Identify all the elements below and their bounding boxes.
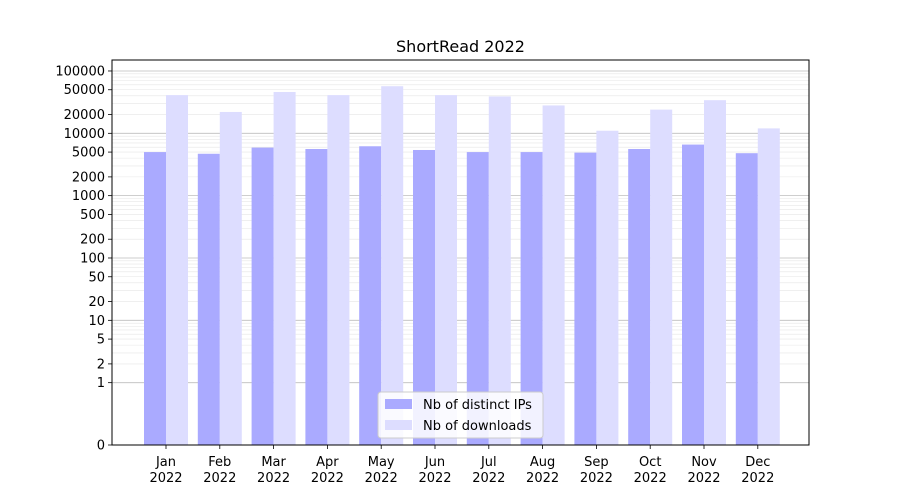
x-tick-month: Mar [261,455,286,470]
x-tick-month: Apr [316,455,339,470]
x-tick-year: 2022 [634,471,667,486]
x-tick-month: Jul [480,455,497,470]
x-tick-month: Jun [424,455,445,470]
bar-distinct-ips-may [359,146,382,445]
x-tick-label: Aug 2022 [526,455,559,486]
bar-distinct-ips-sep [574,152,597,445]
y-tick-label: 1000 [72,189,105,204]
legend-swatch [385,399,412,409]
x-tick-label: Oct 2022 [634,455,667,486]
x-tick-label: Dec 2022 [741,455,774,486]
bar-downloads-jun [435,95,457,445]
x-tick-month: May [368,455,395,470]
x-tick-label: Jul 2022 [472,455,505,486]
bar-distinct-ips-apr [305,149,328,446]
y-tick-label: 100 [80,251,105,266]
x-tick-label: Apr 2022 [311,455,344,486]
y-tick-label: 5000 [72,146,105,161]
x-tick-label: May 2022 [365,455,398,486]
y-tick-label: 200 [80,233,105,248]
x-tick-label: Mar 2022 [257,455,290,486]
bar-distinct-ips-mar [251,147,274,445]
legend: Nb of distinct IPs Nb of downloads [377,391,544,439]
y-tick-label: 100000 [55,64,105,79]
bar-distinct-ips-dec [735,153,758,446]
legend-label: Nb of distinct IPs [423,398,532,413]
x-tick-month: Dec [745,455,770,470]
x-tick-year: 2022 [580,471,613,486]
bar-downloads-nov [704,100,726,446]
bar-downloads-jan [166,95,188,445]
legend-box [377,391,544,439]
y-tick-label: 20 [88,295,105,310]
y-tick-label: 10000 [64,127,105,142]
y-tick-label: 5 [97,333,105,348]
x-tick-year: 2022 [311,471,344,486]
bar-downloads-aug [542,105,565,445]
bar-downloads-oct [650,109,673,445]
legend-swatch [385,420,412,430]
x-tick-year: 2022 [257,471,290,486]
x-tick-month: Jan [155,455,176,470]
y-tick-label: 50000 [64,83,105,98]
y-tick-label: 50 [88,270,105,285]
x-tick-year: 2022 [418,471,451,486]
y-tick-label: 2 [97,357,105,372]
x-tick-label: Sep 2022 [580,455,613,486]
bar-downloads-mar [273,91,296,445]
x-tick-year: 2022 [149,471,182,486]
bar-downloads-jul [488,96,511,445]
bar-distinct-ips-nov [682,144,704,446]
x-tick-label: Feb 2022 [203,455,236,486]
x-tick-year: 2022 [687,471,720,486]
y-tick-label: 500 [80,208,105,223]
bar-distinct-ips-aug [520,152,543,446]
x-tick-label: Jun 2022 [418,455,451,486]
x-tick-year: 2022 [365,471,398,486]
x-tick-month: Nov [691,455,717,470]
x-tick-year: 2022 [741,471,774,486]
bar-distinct-ips-jul [466,152,489,446]
bar-distinct-ips-jan [144,152,166,446]
bar-downloads-dec [757,128,780,446]
bar-distinct-ips-oct [628,149,651,446]
y-tick-label: 20000 [64,108,105,123]
legend-label: Nb of downloads [423,419,532,434]
x-tick-month: Feb [208,455,231,470]
chart-title: ShortRead 2022 [396,37,525,56]
bar-downloads-apr [327,95,350,445]
x-tick-year: 2022 [472,471,505,486]
bar-downloads-sep [596,130,619,445]
x-tick-month: Oct [639,455,661,470]
y-tick-label: 2000 [72,170,105,185]
y-tick-label: 0 [97,439,105,454]
bars [144,86,780,446]
x-tick-year: 2022 [526,471,559,486]
x-tick-month: Sep [584,455,609,470]
plot-frame [111,59,810,446]
bar-downloads-feb [219,111,242,445]
y-tick-label: 1 [97,376,105,391]
bar-distinct-ips-feb [197,153,220,445]
x-tick-label: Jan 2022 [149,455,182,486]
x-tick-month: Aug [530,455,555,470]
bar-downloads-may [381,86,404,445]
y-tick-label: 10 [88,314,105,329]
bar-distinct-ips-jun [413,149,435,445]
x-tick-year: 2022 [203,471,236,486]
x-tick-label: Nov 2022 [687,455,720,486]
